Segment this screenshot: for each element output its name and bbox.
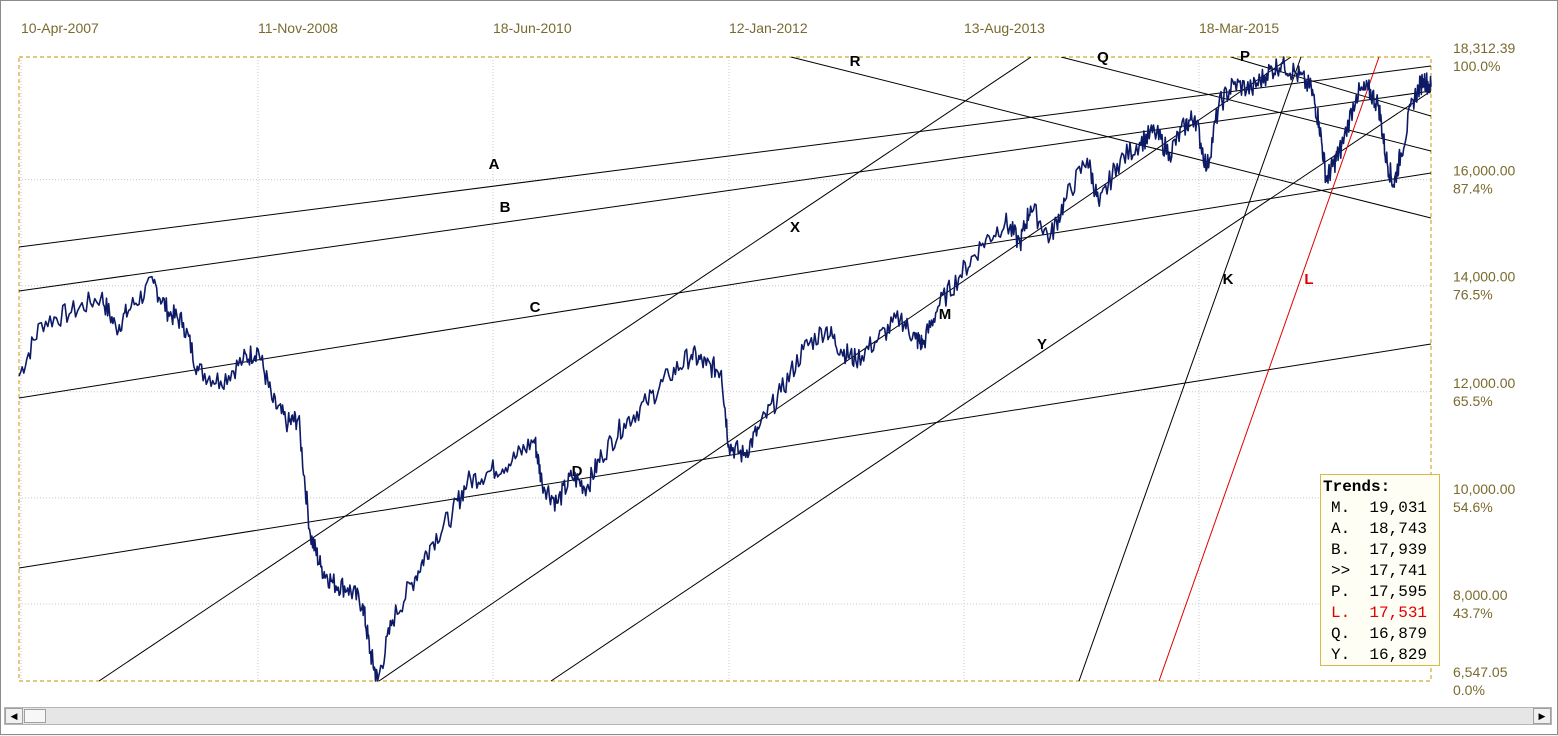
x-tick-label: 10-Apr-2007 <box>21 20 99 36</box>
y-tick-label: 16,000.00 <box>1453 163 1515 179</box>
y-tick-label: 6,547.05 <box>1453 664 1508 680</box>
trendline-label-b: B <box>500 199 511 216</box>
trendline <box>98 57 1032 681</box>
trendline-label-l: L <box>1304 271 1313 288</box>
horizontal-scrollbar[interactable]: ◀ ▶ <box>4 707 1552 725</box>
trendline-label-k: K <box>1223 271 1234 288</box>
trendline <box>378 57 1292 681</box>
y-tick-percent: 0.0% <box>1453 682 1485 698</box>
y-tick-percent: 54.6% <box>1453 499 1493 515</box>
plot-frame <box>18 56 1432 682</box>
trend-row: A. 18,743 <box>1331 520 1428 538</box>
trendline <box>19 90 1431 292</box>
trendline-label-m: M <box>939 306 952 323</box>
y-tick-label: 12,000.00 <box>1453 375 1515 391</box>
trend-row: >> 17,741 <box>1331 562 1428 580</box>
trendline-label-q: Q <box>1097 49 1109 66</box>
trendline-label-p: P <box>1240 48 1250 65</box>
trendline-label-r: R <box>850 53 861 70</box>
y-tick-percent: 65.5% <box>1453 393 1493 409</box>
trendline-label-c: C <box>530 299 541 316</box>
trendline-label-d: D <box>572 463 583 480</box>
trend-row: M. 19,031 <box>1331 499 1428 517</box>
trend-row: Q. 16,879 <box>1331 625 1428 643</box>
trendline-label-x: X <box>790 219 800 236</box>
scroll-thumb[interactable] <box>24 709 46 723</box>
y-tick-label: 8,000.00 <box>1453 587 1508 603</box>
trend-row: Y. 16,829 <box>1331 646 1428 664</box>
y-tick-percent: 87.4% <box>1453 181 1493 197</box>
x-tick-label: 12-Jan-2012 <box>729 20 808 36</box>
trend-row: L. 17,531 <box>1331 604 1428 622</box>
price-series-line <box>18 56 1432 682</box>
trendline-label-y: Y <box>1037 336 1047 353</box>
trendline <box>1078 57 1302 681</box>
y-tick-percent: 43.7% <box>1453 605 1493 621</box>
x-tick-label: 18-Jun-2010 <box>493 20 572 36</box>
trendline <box>19 343 1431 569</box>
y-tick-label: 18,312.39 <box>1453 40 1515 56</box>
y-tick-percent: 100.0% <box>1453 58 1500 74</box>
y-tick-label: 10,000.00 <box>1453 481 1515 497</box>
trendline-label-a: A <box>489 156 500 173</box>
trendline <box>19 65 1431 248</box>
trendline <box>1158 57 1380 681</box>
scroll-right-arrow-icon[interactable]: ▶ <box>1533 708 1551 724</box>
y-tick-percent: 76.5% <box>1453 287 1493 303</box>
trendline <box>1060 57 1431 152</box>
trends-panel: Trends: M. 19,031 A. 18,743 B. 17,939 >> 17… <box>1320 474 1440 666</box>
x-tick-label: 18-Mar-2015 <box>1199 20 1279 36</box>
trendline <box>19 172 1431 399</box>
x-tick-label: 11-Nov-2008 <box>258 20 338 36</box>
x-tick-label: 13-Aug-2013 <box>964 20 1045 36</box>
trendline <box>790 57 1431 219</box>
trends-title: Trends: <box>1323 478 1391 496</box>
scroll-left-arrow-icon[interactable]: ◀ <box>5 708 23 724</box>
trend-row: B. 17,939 <box>1331 541 1428 559</box>
trendline <box>1230 57 1431 117</box>
trend-row: P. 17,595 <box>1331 583 1428 601</box>
trendline <box>550 90 1431 681</box>
y-tick-label: 14,000.00 <box>1453 269 1515 285</box>
